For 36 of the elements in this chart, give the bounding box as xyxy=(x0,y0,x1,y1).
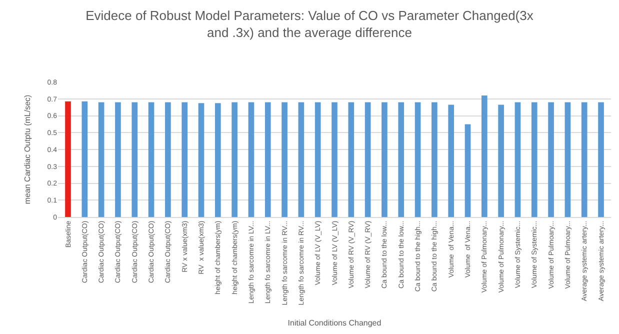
bar xyxy=(82,101,88,217)
bar xyxy=(414,102,421,217)
chart-title: Evidece of Robust Model Parameters: Value of CO vs Parameter Changed(3x and .3x) and the average difference xyxy=(86,8,534,40)
bar xyxy=(398,102,404,217)
bar xyxy=(132,102,138,217)
bar xyxy=(564,102,571,217)
bar xyxy=(232,102,238,217)
bar xyxy=(364,102,371,217)
bar xyxy=(115,102,121,217)
bar xyxy=(498,104,504,217)
y-axis-title: mean Cardiac Outptu (mL/sec) xyxy=(22,94,32,204)
bar xyxy=(182,102,188,217)
bar xyxy=(481,96,488,217)
bar xyxy=(298,102,304,217)
bar xyxy=(314,102,321,217)
bar xyxy=(581,102,588,217)
bar xyxy=(98,102,104,217)
bar xyxy=(165,102,171,217)
bar xyxy=(198,103,204,217)
bar xyxy=(214,103,221,217)
bar xyxy=(282,102,288,217)
bar xyxy=(548,102,554,217)
bar xyxy=(248,102,254,217)
bar xyxy=(348,102,354,217)
bar xyxy=(264,102,271,217)
bar xyxy=(332,102,338,217)
bar xyxy=(514,102,521,217)
bar xyxy=(531,102,538,217)
bar xyxy=(148,102,154,217)
bar xyxy=(432,102,438,217)
bar xyxy=(598,102,604,217)
bar xyxy=(65,101,71,217)
x-axis-title: Initial Conditions Changed xyxy=(288,318,382,328)
bar xyxy=(448,104,454,217)
bar xyxy=(464,124,471,217)
bar xyxy=(382,102,388,217)
